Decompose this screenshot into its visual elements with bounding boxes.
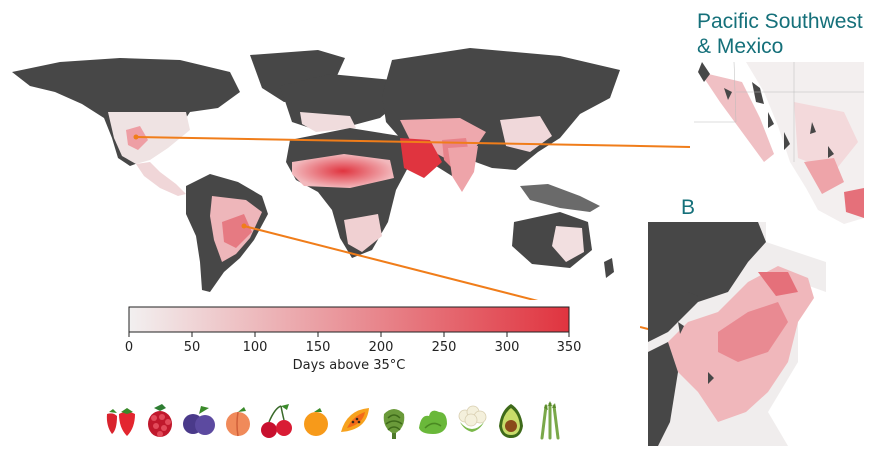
arabia — [400, 138, 442, 178]
brazil-connector-line — [243, 225, 539, 300]
india — [448, 146, 478, 192]
avocado-icon — [499, 404, 523, 438]
artichoke-icon — [383, 409, 405, 439]
orange-icon — [304, 408, 328, 436]
colorbar-tick-label: 0 — [124, 340, 134, 355]
world-map — [12, 48, 640, 300]
pacific-inset-title-line2: & Mexico — [697, 35, 784, 58]
papaya-icon — [341, 408, 369, 432]
lettuce-icon — [419, 410, 447, 434]
colorbar-tick-label: 200 — [368, 340, 394, 355]
colorbar-tick-label: 300 — [494, 340, 520, 355]
central-america — [136, 162, 186, 196]
cherry-icon — [261, 404, 292, 438]
raspberry-icon — [148, 404, 172, 437]
cauliflower-icon — [458, 405, 487, 432]
crop-icon-row — [103, 400, 568, 440]
colorbar-tick-label: 350 — [556, 340, 582, 355]
pacific-connector-line — [135, 136, 640, 147]
colorbar-tick-label: 100 — [242, 340, 268, 355]
pacific-southwest-inset-map — [694, 62, 864, 234]
colorbar-tick-label: 150 — [305, 340, 331, 355]
plum-icon — [183, 406, 215, 435]
asparagus-icon — [540, 401, 560, 440]
colorbar — [128, 306, 570, 337]
colorbar-tick-label: 250 — [431, 340, 457, 355]
colorbar-title: Days above 35°C — [292, 358, 406, 373]
indonesia — [520, 184, 600, 212]
pacific-inset-title-line1: Pacific Southwest — [697, 10, 863, 33]
peach-icon — [226, 407, 250, 437]
brazil-inset-map — [648, 222, 826, 446]
strawberry-icon — [106, 408, 135, 436]
colorbar-tick-label: 50 — [183, 340, 201, 355]
colorbar-gradient — [128, 306, 570, 333]
